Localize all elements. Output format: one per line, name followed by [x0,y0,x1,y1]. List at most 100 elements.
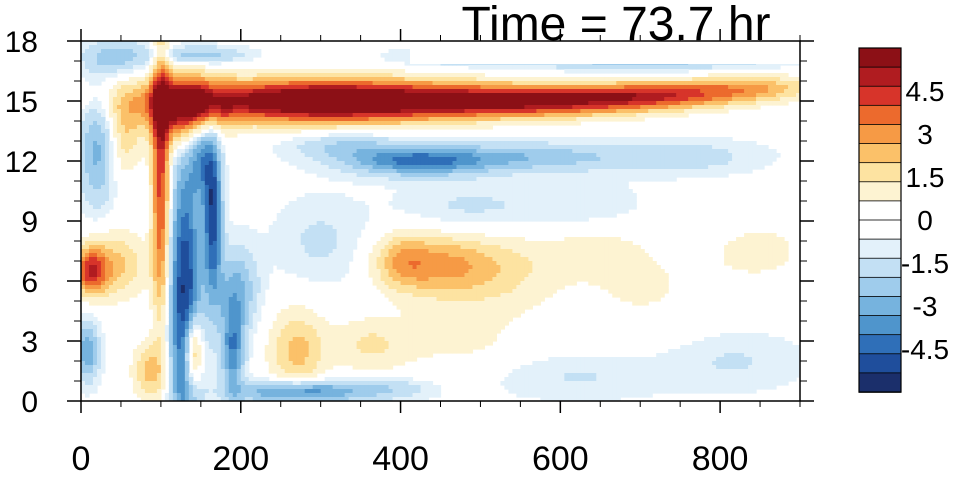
heatmap-cell [412,121,418,126]
heatmap-cell [196,105,202,110]
heatmap-cell [560,101,565,106]
heatmap-cell [640,109,645,114]
heatmap-cell [424,157,430,162]
heatmap-cell [696,145,701,150]
heatmap-cell [476,169,482,174]
heatmap-cell [320,161,326,166]
heatmap-cell [408,89,414,94]
heatmap-cell [428,113,434,118]
heatmap-cell [192,85,198,90]
heatmap-cell [608,89,613,94]
heatmap-cell [140,145,146,150]
heatmap-cell [792,89,797,94]
heatmap-cell [656,97,661,102]
heatmap-cell [348,101,354,106]
heatmap-cell [564,81,569,86]
heatmap-cell [392,101,398,106]
heatmap-cell [628,69,633,74]
heatmap-cell [316,105,322,110]
heatmap-cell [440,121,446,126]
heatmap-cell [432,81,438,86]
heatmap-cell [176,77,182,82]
heatmap-cell [272,129,278,134]
heatmap-cell [140,129,146,134]
heatmap-cell [236,121,242,126]
heatmap-cell [236,69,242,74]
heatmap-cell [544,81,549,86]
heatmap-cell [524,113,529,118]
heatmap-cell [316,161,322,166]
heatmap-cell [308,93,314,98]
heatmap-cell [176,73,182,78]
heatmap-cell [164,157,170,162]
heatmap-cell [584,117,589,122]
heatmap-cell [184,69,190,74]
heatmap-cell [744,93,749,98]
heatmap-cell [680,161,685,166]
heatmap-cell [528,165,533,170]
heatmap-cell [252,53,258,58]
heatmap-cell [384,85,390,90]
heatmap-cell [380,85,386,90]
heatmap-cell [472,81,478,86]
heatmap-cell [612,141,617,146]
heatmap-cell [300,141,306,146]
heatmap-cell [676,89,681,94]
heatmap-cell [128,141,134,146]
heatmap-cell [176,69,182,74]
heatmap-cell [660,69,665,74]
heatmap-cell [648,141,653,146]
heatmap-cell [764,93,769,98]
heatmap-cell [396,85,402,90]
heatmap-cell [588,189,593,194]
heatmap-cell [500,157,506,162]
heatmap-cell [628,77,633,82]
heatmap-cell [344,169,350,174]
heatmap-cell [388,81,394,86]
heatmap-cell [268,97,274,102]
heatmap-cell [512,173,517,178]
heatmap-cell [356,113,362,118]
heatmap-cell [652,97,657,102]
heatmap-cell [664,153,669,158]
heatmap-cell [668,141,673,146]
heatmap-cell [124,85,130,90]
heatmap-cell [316,137,322,142]
heatmap-cell [184,125,190,130]
heatmap-cell [700,89,705,94]
heatmap-cell [412,109,418,114]
heatmap-cell [244,73,250,78]
heatmap-cell [472,173,478,178]
heatmap-cell [184,161,190,166]
heatmap-cell [192,165,198,170]
heatmap-cell [324,161,330,166]
heatmap-cell [144,109,150,114]
heatmap-cell [436,89,442,94]
heatmap-cell [436,185,442,190]
heatmap-cell [500,105,506,110]
heatmap-cell [456,85,462,90]
heatmap-cell [508,101,513,106]
heatmap-cell [528,89,533,94]
heatmap-cell [492,77,498,82]
heatmap-cell [512,177,517,182]
heatmap-cell [300,125,306,130]
heatmap-cell [724,161,729,166]
heatmap-cell [424,137,430,142]
heatmap-cell [336,93,342,98]
heatmap-cell [348,77,354,82]
heatmap-cell [680,173,685,178]
heatmap-cell [728,145,733,150]
heatmap-cell [652,109,657,114]
heatmap-cell [536,165,541,170]
heatmap-cell [96,165,102,170]
heatmap-cell [316,109,322,114]
heatmap-cell [192,101,198,106]
heatmap-cell [664,93,669,98]
heatmap-cell [180,121,186,126]
heatmap-cell [556,93,561,98]
heatmap-cell [576,141,581,146]
heatmap-cell [472,77,478,82]
heatmap-cell [196,93,202,98]
heatmap-cell [504,137,509,142]
